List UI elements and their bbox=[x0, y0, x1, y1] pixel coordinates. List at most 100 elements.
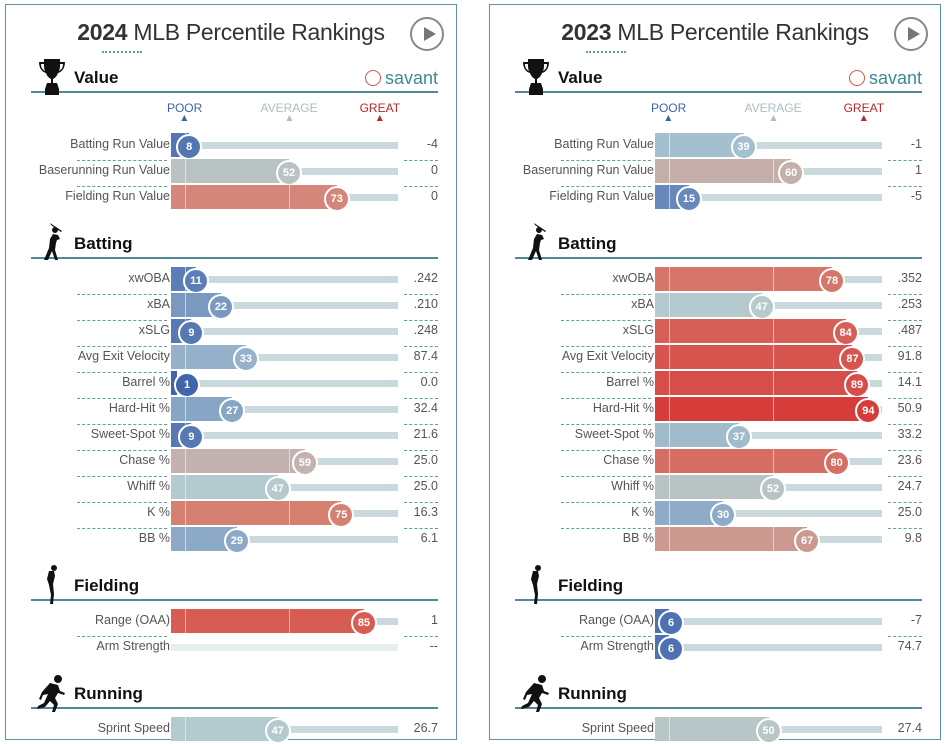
metric-label: Chase % bbox=[119, 453, 170, 467]
metric-row[interactable]: Hard-Hit % 27 32.4 bbox=[31, 397, 438, 425]
percentile-track bbox=[171, 142, 398, 149]
gridline bbox=[184, 609, 186, 633]
metric-row[interactable]: xSLG 9 .248 bbox=[31, 319, 438, 347]
metric-row[interactable]: Chase % 80 23.6 bbox=[515, 449, 922, 477]
metric-row[interactable]: K % 30 25.0 bbox=[515, 501, 922, 529]
metric-row[interactable]: xwOBA 11 .242 bbox=[31, 267, 438, 295]
metric-row[interactable]: Arm Strength 6 74.7 bbox=[515, 635, 922, 662]
metric-row[interactable]: Sprint Speed 50 27.4 bbox=[515, 717, 922, 744]
metric-label: Avg Exit Velocity bbox=[77, 349, 170, 363]
percentile-bar bbox=[655, 717, 769, 741]
gridline bbox=[668, 371, 670, 395]
gridline bbox=[289, 185, 291, 209]
scale-marker-icon bbox=[665, 115, 672, 121]
row-divider bbox=[561, 636, 651, 637]
scale-marker-icon bbox=[181, 115, 188, 121]
metric-row[interactable]: xwOBA 78 .352 bbox=[515, 267, 922, 295]
metric-row[interactable]: Whiff % 47 25.0 bbox=[31, 475, 438, 503]
metric-value: .242 bbox=[413, 271, 438, 285]
metric-row[interactable]: Range (OAA) 85 1 bbox=[31, 609, 438, 637]
metric-row[interactable]: Hard-Hit % 94 50.9 bbox=[515, 397, 922, 425]
percentile-track bbox=[171, 432, 398, 439]
gridline bbox=[184, 527, 186, 551]
metric-row[interactable]: Avg Exit Velocity 33 87.4 bbox=[31, 345, 438, 373]
metric-row[interactable]: Arm Strength -- bbox=[31, 635, 438, 661]
metric-value: -1 bbox=[910, 137, 922, 151]
metric-row[interactable]: Range (OAA) 6 -7 bbox=[515, 609, 922, 637]
metric-value: .210 bbox=[413, 297, 438, 311]
scale-text: GREAT bbox=[843, 101, 885, 115]
metric-row[interactable]: xBA 47 .253 bbox=[515, 293, 922, 321]
savant-logo[interactable]: savant bbox=[364, 68, 438, 89]
percentile-badge: 33 bbox=[232, 346, 259, 372]
gridline bbox=[668, 345, 670, 369]
percentile-badge: 50 bbox=[755, 718, 782, 744]
percentile-badge: 37 bbox=[725, 424, 752, 450]
row-divider bbox=[404, 636, 438, 637]
percentile-badge: 6 bbox=[658, 610, 684, 636]
percentile-badge: 11 bbox=[182, 268, 209, 294]
metric-row[interactable]: Sprint Speed 47 26.7 bbox=[31, 717, 438, 744]
metric-row[interactable]: BB % 67 9.8 bbox=[515, 527, 922, 554]
percentile-badge: 9 bbox=[178, 320, 205, 346]
scale-label-poor: POOR bbox=[651, 101, 686, 121]
row-divider bbox=[404, 398, 438, 399]
gridline bbox=[668, 185, 670, 209]
metric-row[interactable]: Fielding Run Value 15 -5 bbox=[515, 185, 922, 212]
percentile-track bbox=[655, 142, 882, 149]
row-divider bbox=[404, 528, 438, 529]
metric-value: 33.2 bbox=[897, 427, 922, 441]
row-divider bbox=[404, 372, 438, 373]
row-divider bbox=[404, 502, 438, 503]
play-button[interactable] bbox=[894, 17, 928, 51]
row-divider bbox=[561, 424, 651, 425]
metric-row[interactable]: Chase % 59 25.0 bbox=[31, 449, 438, 477]
metric-row[interactable]: Baserunning Run Value 60 1 bbox=[515, 159, 922, 187]
metric-row[interactable]: Barrel % 89 14.1 bbox=[515, 371, 922, 399]
metric-value: 21.6 bbox=[413, 427, 438, 441]
metric-row[interactable]: Batting Run Value 39 -1 bbox=[515, 133, 922, 161]
percentile-badge: 9 bbox=[178, 424, 205, 450]
row-divider bbox=[77, 528, 167, 529]
metric-label: xBA bbox=[631, 297, 654, 311]
metric-row[interactable]: xSLG 84 .487 bbox=[515, 319, 922, 347]
metric-row[interactable]: xBA 22 .210 bbox=[31, 293, 438, 321]
percentile-badge: 80 bbox=[823, 450, 850, 476]
row-divider bbox=[888, 636, 922, 637]
play-button[interactable] bbox=[410, 17, 444, 51]
metric-row[interactable]: K % 75 16.3 bbox=[31, 501, 438, 529]
metric-row[interactable]: Whiff % 52 24.7 bbox=[515, 475, 922, 503]
baseball-icon bbox=[364, 70, 381, 86]
metric-row[interactable]: Avg Exit Velocity 87 91.8 bbox=[515, 345, 922, 373]
metric-value: -5 bbox=[910, 189, 922, 203]
percentile-track bbox=[655, 194, 882, 201]
metric-row[interactable]: Fielding Run Value 73 0 bbox=[31, 185, 438, 212]
row-divider bbox=[404, 450, 438, 451]
row-divider bbox=[404, 346, 438, 347]
gridline bbox=[668, 423, 670, 447]
percentile-badge: 59 bbox=[291, 450, 318, 476]
metric-label: Batting Run Value bbox=[70, 137, 170, 151]
metric-row[interactable]: Baserunning Run Value 52 0 bbox=[31, 159, 438, 187]
metric-row[interactable]: Batting Run Value 8 -4 bbox=[31, 133, 438, 161]
section-header: Value savant bbox=[31, 59, 438, 95]
metric-label: BB % bbox=[622, 531, 654, 545]
savant-logo[interactable]: savant bbox=[848, 68, 922, 89]
gridline bbox=[184, 185, 186, 209]
metric-row[interactable]: Sweet-Spot % 37 33.2 bbox=[515, 423, 922, 451]
metric-row[interactable]: Sweet-Spot % 9 21.6 bbox=[31, 423, 438, 451]
metric-row[interactable]: BB % 29 6.1 bbox=[31, 527, 438, 554]
scale-label-average: AVERAGE bbox=[744, 101, 802, 121]
metric-label: Fielding Run Value bbox=[65, 189, 170, 203]
metric-value: 0.0 bbox=[420, 375, 438, 389]
metric-label: Chase % bbox=[603, 453, 654, 467]
section-header: Batting bbox=[31, 223, 438, 260]
savant-label: savant bbox=[384, 68, 438, 88]
metric-row[interactable]: Barrel % 1 0.0 bbox=[31, 371, 438, 399]
percentile-bar bbox=[171, 449, 305, 473]
section-title: Batting bbox=[74, 234, 133, 253]
percentile-badge: 87 bbox=[839, 346, 866, 372]
row-divider bbox=[561, 372, 651, 373]
gridline bbox=[289, 501, 291, 525]
gridline bbox=[773, 267, 775, 291]
